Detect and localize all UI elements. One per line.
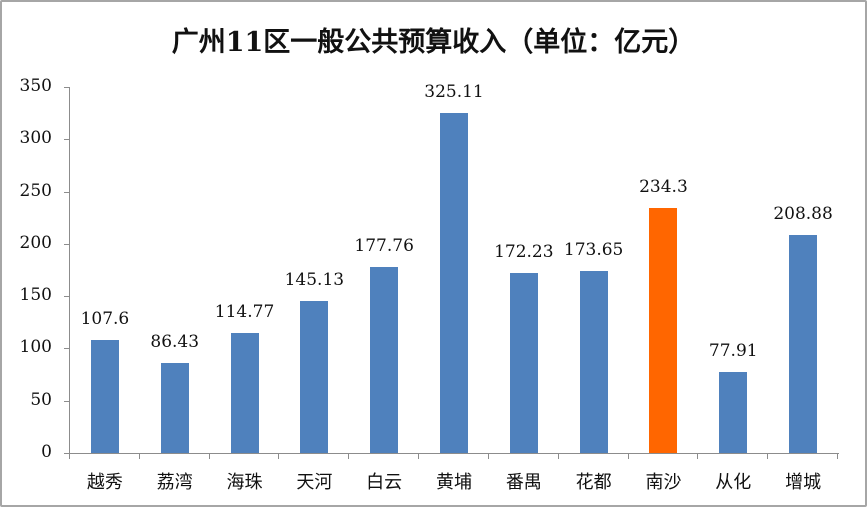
bar-6 [509,272,538,453]
data-label: 107.6 [80,309,130,330]
x-tick [627,453,629,459]
chart-title: 广州11区一般公共预算收入（单位：亿元） [171,27,696,58]
y-tick [64,191,70,193]
x-tick-label: 越秀 [86,472,123,493]
data-label: 145.13 [284,270,345,291]
y-tick [64,87,70,88]
x-tick-label: 从化 [715,472,752,493]
y-tick [64,243,70,245]
y-tick [64,453,70,454]
bar-5 [440,113,468,453]
x-tick [208,453,210,459]
y-tick-label: 350 [19,76,52,96]
y-tick-label: 50 [30,389,52,410]
bar-2 [230,332,259,453]
x-tick-label: 白云 [366,472,403,493]
x-axis [69,453,839,454]
bar-1 [160,362,189,453]
y-tick [64,400,70,402]
y-tick-label: 0 [41,442,52,462]
x-tick [837,453,838,459]
x-tick-label: 南沙 [645,472,682,493]
x-tick-label: 海珠 [226,472,263,493]
data-label: 208.88 [773,203,833,224]
y-tick-label: 100 [19,337,52,358]
data-label: 177.76 [354,236,414,257]
bar-9 [719,371,748,453]
data-label: 173.65 [563,240,624,261]
x-tick-label: 天河 [296,472,333,493]
y-tick-label: 200 [19,232,52,253]
bar-8 [649,207,678,453]
x-tick-label: 增城 [785,472,822,493]
x-tick [418,453,420,459]
y-tick-label: 250 [19,180,52,201]
data-label: 172.23 [494,241,554,262]
x-tick [697,453,699,459]
x-tick [278,453,280,459]
data-label: 114.77 [214,301,275,322]
x-tick-label: 番禺 [505,472,542,493]
y-tick [64,348,70,350]
data-label: 234.3 [639,176,688,197]
x-tick [557,453,559,459]
x-tick-label: 荔湾 [156,472,193,493]
x-tick [767,453,769,459]
data-label: 86.43 [150,331,200,352]
x-tick [138,453,140,459]
x-tick [348,453,350,459]
bar-0 [90,340,119,453]
bar-7 [579,271,608,453]
bar-3 [300,301,329,453]
x-tick-label: 花都 [575,472,612,493]
y-axis [69,87,70,454]
x-tick [487,453,489,459]
x-tick-label: 黄埔 [436,472,472,493]
data-label: 325.11 [424,82,484,103]
y-tick-label: 300 [19,128,52,149]
x-tick [69,453,70,459]
data-label: 77.91 [708,340,758,361]
y-tick [64,139,70,141]
y-tick [64,296,70,298]
bar-10 [789,234,818,453]
y-tick-label: 150 [19,285,52,306]
bar-4 [370,267,399,453]
